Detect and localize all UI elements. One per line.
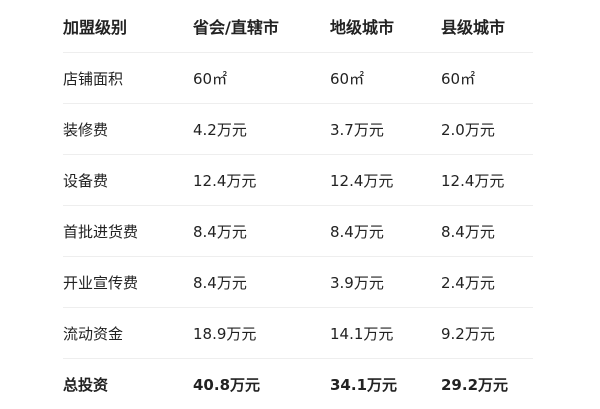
column-header: 地级城市	[330, 0, 441, 53]
table-cell: 34.1万元	[330, 359, 441, 409]
table-cell: 9.2万元	[441, 308, 533, 359]
table-cell: 40.8万元	[193, 359, 330, 409]
row-label: 流动资金	[63, 308, 193, 359]
table-cell: 3.7万元	[330, 104, 441, 155]
table-cell: 4.2万元	[193, 104, 330, 155]
table-cell: 14.1万元	[330, 308, 441, 359]
row-label: 首批进货费	[63, 206, 193, 257]
column-header: 县级城市	[441, 0, 533, 53]
table-cell: 3.9万元	[330, 257, 441, 308]
header-row: 加盟级别省会/直辖市地级城市县级城市	[63, 0, 533, 53]
table-cell: 2.4万元	[441, 257, 533, 308]
table-cell: 29.2万元	[441, 359, 533, 409]
table-cell: 18.9万元	[193, 308, 330, 359]
table-cell: 8.4万元	[193, 257, 330, 308]
table-cell: 8.4万元	[193, 206, 330, 257]
row-label: 装修费	[63, 104, 193, 155]
table-cell: 60㎡	[193, 53, 330, 104]
table-cell: 8.4万元	[330, 206, 441, 257]
column-header: 省会/直辖市	[193, 0, 330, 53]
table-cell: 12.4万元	[330, 155, 441, 206]
row-label: 总投资	[63, 359, 193, 409]
table-cell: 60㎡	[330, 53, 441, 104]
row-label: 开业宣传费	[63, 257, 193, 308]
table-cell: 60㎡	[441, 53, 533, 104]
column-header: 加盟级别	[63, 0, 193, 53]
table-cell: 12.4万元	[441, 155, 533, 206]
table-cell: 8.4万元	[441, 206, 533, 257]
table-cell: 12.4万元	[193, 155, 330, 206]
row-label: 店铺面积	[63, 53, 193, 104]
table-cell: 2.0万元	[441, 104, 533, 155]
row-label: 设备费	[63, 155, 193, 206]
